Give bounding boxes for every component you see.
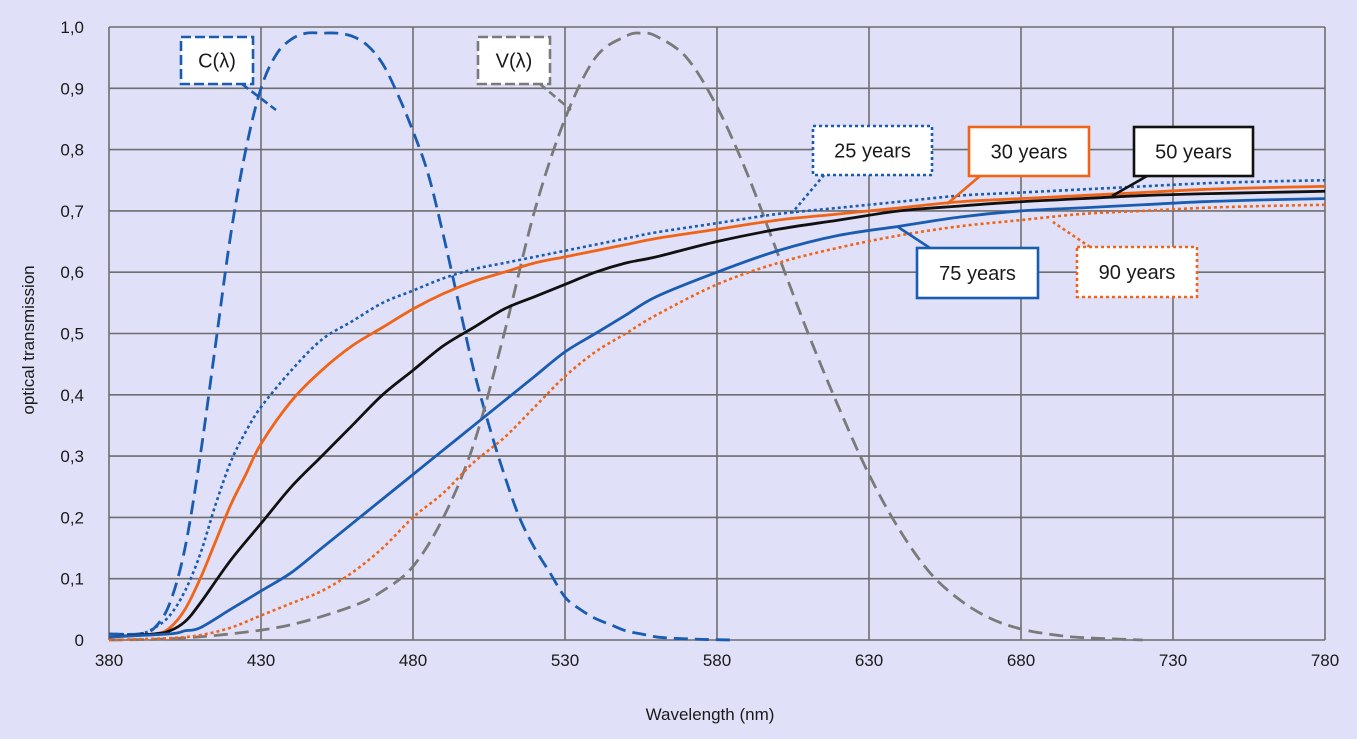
callout-leader bbox=[241, 82, 277, 112]
y-axis-label: optical transmission bbox=[19, 265, 38, 414]
y-tick-label: 0 bbox=[75, 631, 84, 650]
y-tick-label: 0,8 bbox=[60, 141, 84, 160]
callout-box bbox=[1132, 125, 1255, 178]
y-tick-label: 0,4 bbox=[60, 386, 84, 405]
x-tick-label: 430 bbox=[247, 651, 275, 670]
callout-leader bbox=[791, 174, 825, 214]
callout-label: 25 years bbox=[834, 141, 911, 163]
x-tick-label: 480 bbox=[399, 651, 427, 670]
x-tick-label: 630 bbox=[855, 651, 883, 670]
y-tick-label: 0,3 bbox=[60, 447, 84, 466]
x-tick-label: 780 bbox=[1311, 651, 1339, 670]
callout-label: 75 years bbox=[939, 263, 1016, 285]
x-tick-label: 380 bbox=[95, 651, 123, 670]
series-line-v bbox=[108, 31, 1143, 642]
callout-30-years: 30 years bbox=[946, 125, 1091, 205]
callout-label: 90 years bbox=[1099, 262, 1176, 284]
y-tick-label: 0,2 bbox=[60, 508, 84, 527]
callout-label: 50 years bbox=[1155, 142, 1232, 164]
x-tick-label: 580 bbox=[703, 651, 731, 670]
series-line-50-years bbox=[108, 189, 1326, 639]
callout-label: 30 years bbox=[991, 142, 1068, 164]
callout-25-years: 25 years bbox=[791, 124, 934, 214]
callout-label: V(λ) bbox=[496, 51, 533, 73]
callout-box bbox=[179, 35, 255, 86]
y-tick-label: 1,0 bbox=[60, 18, 84, 37]
y-tick-label: 0,1 bbox=[60, 570, 84, 589]
y-tick-label: 0,6 bbox=[60, 263, 84, 282]
callout-label: C(λ) bbox=[198, 51, 236, 73]
callout-v: V(λ) bbox=[476, 35, 572, 111]
series-line-75-years bbox=[108, 197, 1326, 639]
y-tick-label: 0,9 bbox=[60, 79, 84, 98]
curves bbox=[108, 31, 1326, 642]
x-tick-labels: 380 430 480 530 580 630 680 730 780 bbox=[95, 651, 1339, 670]
callout-leader bbox=[1111, 174, 1148, 198]
x-tick-label: 730 bbox=[1159, 651, 1187, 670]
callout-75-years: 75 years bbox=[897, 225, 1040, 300]
callout-c: C(λ) bbox=[179, 35, 277, 112]
callout-leader bbox=[897, 225, 931, 250]
series-line-30-years bbox=[108, 184, 1326, 639]
x-axis-label: Wavelength (nm) bbox=[646, 705, 775, 724]
callout-box bbox=[1075, 245, 1199, 299]
callout-box bbox=[915, 246, 1040, 300]
x-tick-label: 530 bbox=[551, 651, 579, 670]
callout-box bbox=[967, 125, 1091, 178]
y-tick-label: 0,5 bbox=[60, 325, 84, 344]
y-tick-label: 0,7 bbox=[60, 202, 84, 221]
callout-box bbox=[476, 35, 552, 86]
series-line-c bbox=[108, 31, 733, 642]
callout-box bbox=[811, 124, 934, 177]
callouts: C(λ) V(λ) 25 years 30 years 50 years 75 years… bbox=[179, 35, 1255, 300]
callout-leader bbox=[1052, 220, 1091, 249]
x-tick-label: 680 bbox=[1007, 651, 1035, 670]
callout-90-years: 90 years bbox=[1052, 220, 1199, 299]
callout-leader bbox=[539, 83, 572, 111]
callout-50-years: 50 years bbox=[1111, 125, 1255, 198]
y-tick-labels: 0 0,1 0,2 0,3 0,4 0,5 0,6 0,7 0,8 0,9 1,0 bbox=[60, 18, 84, 650]
series-line-90-years bbox=[108, 203, 1326, 642]
series-line-25-years bbox=[108, 178, 1326, 636]
callout-leader bbox=[946, 175, 981, 205]
